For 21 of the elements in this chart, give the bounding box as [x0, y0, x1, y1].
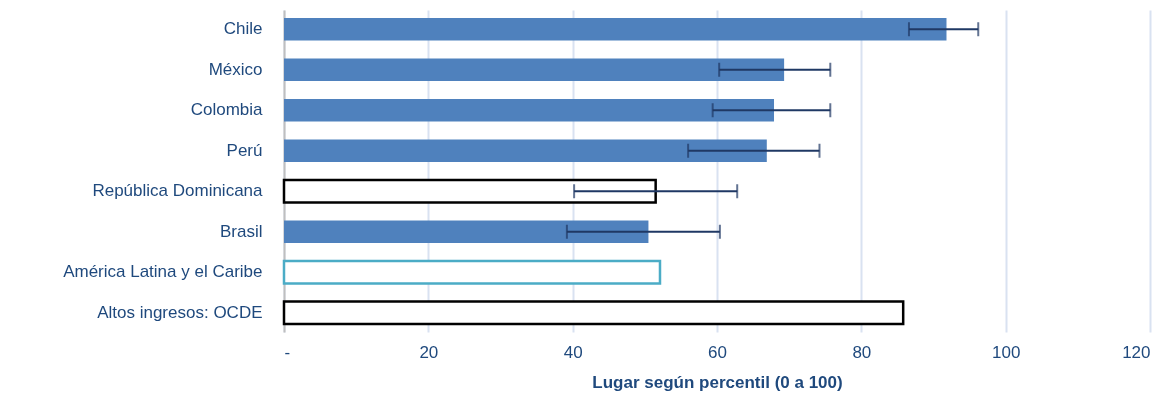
- x-tick-label: 60: [708, 342, 727, 362]
- y-tick-label: Chile: [223, 19, 263, 39]
- y-tick-label: Colombia: [190, 100, 264, 120]
- x-tick-label: 40: [563, 342, 583, 362]
- y-tick-label: Brasil: [219, 221, 263, 241]
- x-axis-title: Lugar según percentil (0 a 100): [592, 372, 843, 392]
- y-tick-label: Altos ingresos: OCDE: [97, 302, 263, 322]
- x-tick-label: 100: [991, 342, 1021, 362]
- y-tick-label: América Latina y el Caribe: [63, 262, 263, 282]
- bar: [284, 99, 775, 122]
- y-tick-label: República Dominicana: [92, 181, 264, 201]
- x-tick-label: 120: [1122, 342, 1151, 362]
- bar: [284, 139, 767, 162]
- y-tick-label: México: [208, 59, 263, 79]
- bar: [284, 220, 649, 243]
- bar: [284, 58, 785, 81]
- bar: [284, 18, 947, 41]
- x-tick-label: -: [284, 342, 291, 362]
- y-tick-label: Perú: [226, 140, 263, 160]
- x-tick-label: 20: [419, 342, 439, 362]
- x-tick-label: 80: [852, 342, 872, 362]
